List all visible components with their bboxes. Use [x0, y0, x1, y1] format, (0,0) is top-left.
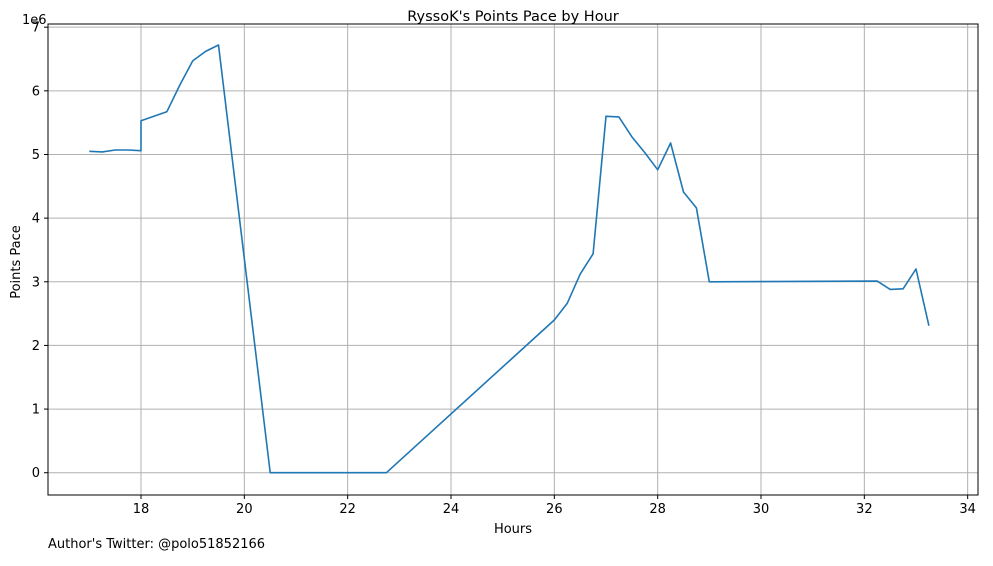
- y-tick-label: 7: [32, 21, 40, 36]
- chart-title: RyssoK's Points Pace by Hour: [407, 9, 619, 25]
- x-tick-label: 32: [856, 502, 873, 517]
- y-tick-label: 0: [32, 466, 40, 481]
- x-tick-label: 28: [649, 502, 666, 517]
- y-multiplier-label: 1e6: [22, 13, 47, 28]
- x-tick-label: 18: [133, 502, 150, 517]
- author-credit: Author's Twitter: @polo51852166: [48, 537, 266, 552]
- y-tick-label: 1: [32, 403, 40, 418]
- y-tick-label: 2: [32, 339, 40, 354]
- series-line: [89, 44, 930, 474]
- x-tick-label: 20: [236, 502, 253, 517]
- y-tick-label: 4: [32, 212, 40, 227]
- y-tick-label: 6: [32, 84, 40, 99]
- x-tick-label: 26: [546, 502, 563, 517]
- y-tick-label: 3: [32, 275, 40, 290]
- x-tick-label: 34: [959, 502, 976, 517]
- y-tick-label: 5: [32, 148, 40, 163]
- x-tick-label: 22: [339, 502, 356, 517]
- x-tick-label: 24: [443, 502, 460, 517]
- grid-lines: [48, 24, 978, 495]
- y-axis-label: Points Pace: [9, 225, 24, 299]
- x-tick-label: 30: [753, 502, 770, 517]
- plot-area-frame: [47, 23, 979, 496]
- x-axis-label: Hours: [494, 522, 532, 537]
